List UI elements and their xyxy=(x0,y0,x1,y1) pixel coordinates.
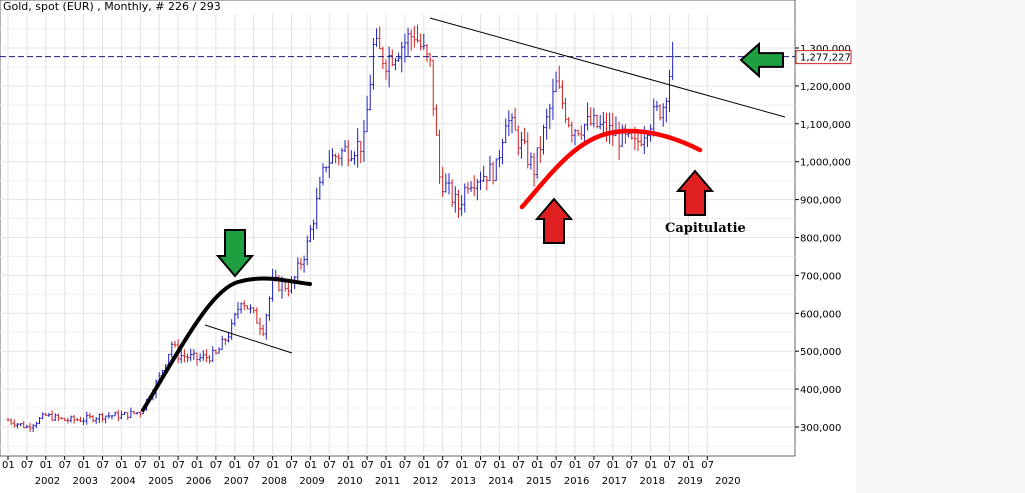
right-panel xyxy=(856,0,1025,493)
y-axis: 300,000 400,000 500,000 600,000 700,000 800,0… xyxy=(795,44,851,434)
x-month-label: 01 xyxy=(380,460,393,471)
x-month-label: 07 xyxy=(588,460,601,471)
x-year-label: 2014 xyxy=(488,476,513,487)
x-year-label: 2008 xyxy=(262,476,287,487)
x-year-label: 2004 xyxy=(110,476,135,487)
x-year-label: 2009 xyxy=(299,476,324,487)
grid xyxy=(0,14,795,456)
last-price-label: 1,277,227 xyxy=(800,53,851,64)
x-month-label: 07 xyxy=(361,460,374,471)
x-month-label: 07 xyxy=(664,460,677,471)
y-tick-label: 700,000 xyxy=(800,271,841,282)
y-tick-label: 1,200,000 xyxy=(800,82,851,93)
x-month-label: 01 xyxy=(342,460,355,471)
y-tick-label: 400,000 xyxy=(800,385,841,396)
plot-background xyxy=(0,0,796,457)
x-month-label: 01 xyxy=(191,460,204,471)
x-month-label: 01 xyxy=(607,460,620,471)
x-month-label: 07 xyxy=(626,460,639,471)
x-month-label: 01 xyxy=(229,460,242,471)
x-month-label: 01 xyxy=(569,460,582,471)
y-tick-label: 300,000 xyxy=(800,423,841,434)
y-tick-label: 1,300,000 xyxy=(800,44,851,55)
overlays xyxy=(0,17,795,412)
x-month-label: 07 xyxy=(134,460,147,471)
long-downtrend-line xyxy=(429,17,786,118)
x-year-label: 2019 xyxy=(677,476,702,487)
x-month-label: 01 xyxy=(682,460,695,471)
last-price-marker: 1,277,227 xyxy=(795,50,852,65)
x-month-label: 01 xyxy=(153,460,166,471)
green-down-arrow xyxy=(215,229,255,278)
x-month-label: 07 xyxy=(550,460,563,471)
y-tick-label: 900,000 xyxy=(800,196,841,207)
x-year-label: 2002 xyxy=(35,476,60,487)
red-up-arrow-capitulation xyxy=(675,169,715,216)
x-year-label: 2012 xyxy=(413,476,438,487)
x-month-label: 07 xyxy=(701,460,714,471)
capitulation-label: Capitulatie xyxy=(665,221,746,236)
x-year-label: 2010 xyxy=(337,476,362,487)
x-year-label: 2018 xyxy=(640,476,665,487)
x-month-label: 07 xyxy=(59,460,72,471)
x-month-label: 07 xyxy=(210,460,223,471)
x-month-label: 01 xyxy=(78,460,91,471)
x-month-label: 01 xyxy=(2,460,15,471)
x-month-label: 07 xyxy=(399,460,412,471)
x-month-label: 01 xyxy=(493,460,506,471)
x-month-label: 07 xyxy=(286,460,299,471)
x-month-label: 07 xyxy=(323,460,336,471)
x-year-label: 2011 xyxy=(375,476,400,487)
x-month-label: 07 xyxy=(475,460,488,471)
red-up-arrow-2015 xyxy=(534,197,574,244)
x-year-label: 2015 xyxy=(526,476,551,487)
x-month-label: 01 xyxy=(645,460,658,471)
x-month-label: 07 xyxy=(248,460,261,471)
x-year-label: 2003 xyxy=(73,476,98,487)
x-year-label: 2006 xyxy=(186,476,211,487)
y-tick-label: 1,000,000 xyxy=(800,158,851,169)
x-month-label: 07 xyxy=(21,460,34,471)
x-month-label: 07 xyxy=(172,460,185,471)
x-month-label: 01 xyxy=(40,460,53,471)
x-year-label: 2016 xyxy=(564,476,589,487)
x-year-label: 2017 xyxy=(602,476,627,487)
x-month-label: 01 xyxy=(531,460,544,471)
x-month-label: 07 xyxy=(97,460,110,471)
chart-title: Gold, spot (EUR) , Monthly, # 226 / 293 xyxy=(3,0,221,13)
x-year-label: 2005 xyxy=(148,476,173,487)
x-year-label: 2007 xyxy=(224,476,249,487)
short-downtrend-line xyxy=(204,324,293,354)
y-tick-label: 600,000 xyxy=(800,309,841,320)
x-month-label: 01 xyxy=(304,460,317,471)
x-month-label: 07 xyxy=(437,460,450,471)
x-year-label: 2013 xyxy=(451,476,476,487)
ohlc-bars xyxy=(6,24,675,432)
x-month-label: 01 xyxy=(115,460,128,471)
red-rounding-curve xyxy=(519,128,703,210)
x-month-label: 07 xyxy=(512,460,525,471)
x-month-label: 01 xyxy=(267,460,280,471)
y-tick-label: 800,000 xyxy=(800,234,841,245)
last-price-box xyxy=(795,50,852,65)
y-tick-label: 1,100,000 xyxy=(800,120,851,131)
green-left-arrow xyxy=(739,41,784,79)
black-rounding-curve xyxy=(141,276,312,412)
x-year-label: 2020 xyxy=(715,476,740,487)
y-tick-label: 500,000 xyxy=(800,347,841,358)
x-month-label: 01 xyxy=(456,460,469,471)
x-month-label: 01 xyxy=(418,460,431,471)
